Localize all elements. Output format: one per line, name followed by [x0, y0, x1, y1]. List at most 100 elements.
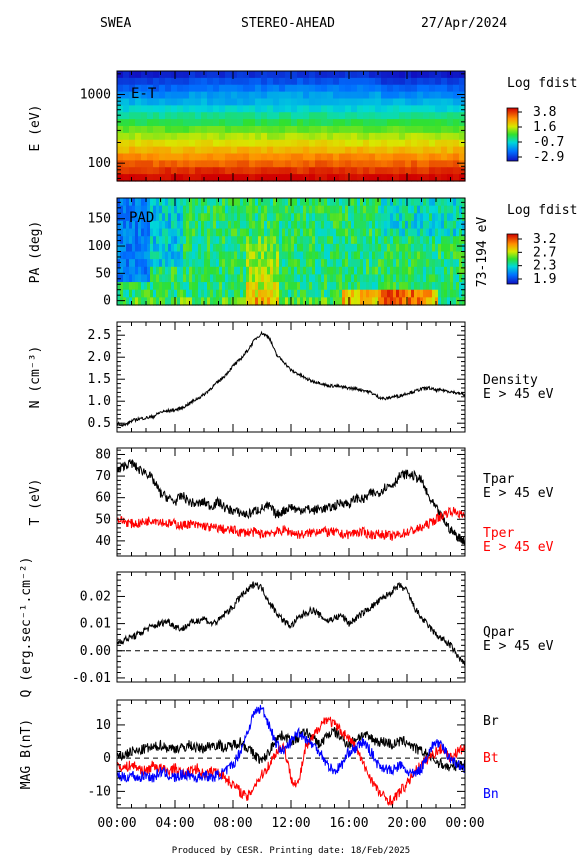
spectrogram-cell [144, 259, 148, 268]
spectrogram-cell [435, 274, 439, 283]
spectrogram-cell [156, 220, 160, 230]
spectrogram-cell [234, 289, 238, 298]
spectrogram-cell [225, 112, 232, 120]
spectrogram-cell [426, 297, 430, 306]
spectrogram-cell [426, 228, 430, 237]
spectrogram-cell [228, 289, 232, 298]
spectrogram-cell [273, 153, 280, 161]
spectrogram-cell [117, 243, 121, 253]
spectrogram-cell [336, 251, 340, 260]
spectrogram-cell [369, 220, 373, 230]
spectrogram-cell [213, 112, 220, 120]
spectrogram-cell [348, 297, 352, 306]
spectrogram-cell [222, 289, 226, 298]
spectrogram-cell [294, 205, 298, 214]
spectrogram-cell [174, 274, 178, 283]
spectrogram-cell [219, 251, 223, 260]
spectrogram-cell [405, 71, 412, 79]
spectrogram-cell [420, 213, 424, 222]
spectrogram-cell [213, 146, 220, 155]
spectrogram-cell [189, 71, 196, 79]
spectrogram-cell [165, 112, 172, 120]
spectrogram-cell [369, 98, 376, 106]
spectrogram-cell [207, 198, 211, 207]
spectrogram-cell [171, 132, 178, 141]
spectrogram-cell [129, 146, 136, 155]
spectrogram-cell [165, 243, 169, 253]
spectrogram-cell [336, 205, 340, 214]
spectrogram-cell [177, 251, 181, 260]
spectrogram-cell [171, 139, 178, 148]
spectrogram-cell [333, 153, 340, 161]
spectrogram-cell [201, 126, 208, 134]
spectrogram-cell [150, 220, 154, 230]
spectrogram-cell [231, 228, 235, 237]
spectrogram-cell [237, 77, 244, 86]
spectrogram-cell [237, 119, 244, 127]
spectrogram-cell [333, 198, 337, 207]
spectrogram-cell [243, 259, 247, 268]
spectrogram-cell [231, 98, 238, 106]
spectrogram-cell [201, 153, 208, 161]
spectrogram-cell [219, 98, 226, 106]
spectrogram-cell [210, 205, 214, 214]
spectrogram-cell [330, 289, 334, 298]
spectrogram-cell [153, 119, 160, 127]
spectrogram-cell [141, 84, 148, 93]
spectrogram-cell [357, 228, 361, 237]
spectrogram-cell [399, 213, 403, 222]
spectrogram-cell [351, 220, 355, 230]
spectrogram-cell [213, 205, 217, 214]
spectrogram-cell [453, 297, 457, 306]
spectrogram-cell [219, 174, 226, 182]
spectrogram-cell [447, 289, 451, 298]
spectrogram-cell [243, 274, 247, 283]
spectrogram-cell [132, 282, 136, 291]
spectrogram-cell [423, 105, 430, 113]
spectrogram-cell [387, 213, 391, 222]
spectrogram-cell [315, 167, 322, 175]
spectrogram-cell [261, 266, 265, 276]
spectrogram-cell [300, 243, 304, 253]
spectrogram-cell [207, 132, 214, 141]
spectrogram-cell [171, 160, 178, 168]
spectrogram-cell [147, 139, 154, 148]
spectrogram-cell [174, 282, 178, 291]
spectrogram-cell [171, 266, 175, 276]
spectrogram-cell [273, 259, 277, 268]
spectrogram-cell [315, 274, 319, 283]
spectrogram-cell [225, 289, 229, 298]
spectrogram-cell [147, 228, 151, 237]
spectrogram-cell [447, 220, 451, 230]
spectrogram-cell [186, 228, 190, 237]
spectrogram-cell [456, 297, 460, 306]
spectrogram-cell [348, 289, 352, 298]
spectrogram-cell [216, 289, 220, 298]
spectrogram-cell [312, 243, 316, 253]
spectrogram-cell [447, 259, 451, 268]
spectrogram-cell [441, 205, 445, 214]
spectrogram-cell [411, 105, 418, 113]
spectrogram-cell [192, 282, 196, 291]
spectrogram-cell [159, 198, 163, 207]
spectrogram-cell [228, 297, 232, 306]
spectrogram-cell [177, 266, 181, 276]
spectrogram-cell [132, 236, 136, 245]
spectrogram-cell [327, 153, 334, 161]
spectrogram-cell [270, 220, 274, 230]
spectrogram-cell [351, 139, 358, 148]
spectrogram-cell [453, 198, 457, 207]
spectrogram-cell [291, 243, 295, 253]
spectrogram-cell [309, 112, 316, 120]
spectrogram-cell [309, 297, 313, 306]
spectrogram-cell [429, 228, 433, 237]
spectrogram-cell [321, 112, 328, 120]
spectrogram-cell [309, 126, 316, 134]
spectrogram-cell [300, 259, 304, 268]
spectrogram-cell [159, 153, 166, 161]
spectrogram-cell [435, 228, 439, 237]
spectrogram-cell [456, 274, 460, 283]
spectrogram-cell [273, 205, 277, 214]
spectrogram-cell [429, 77, 436, 86]
